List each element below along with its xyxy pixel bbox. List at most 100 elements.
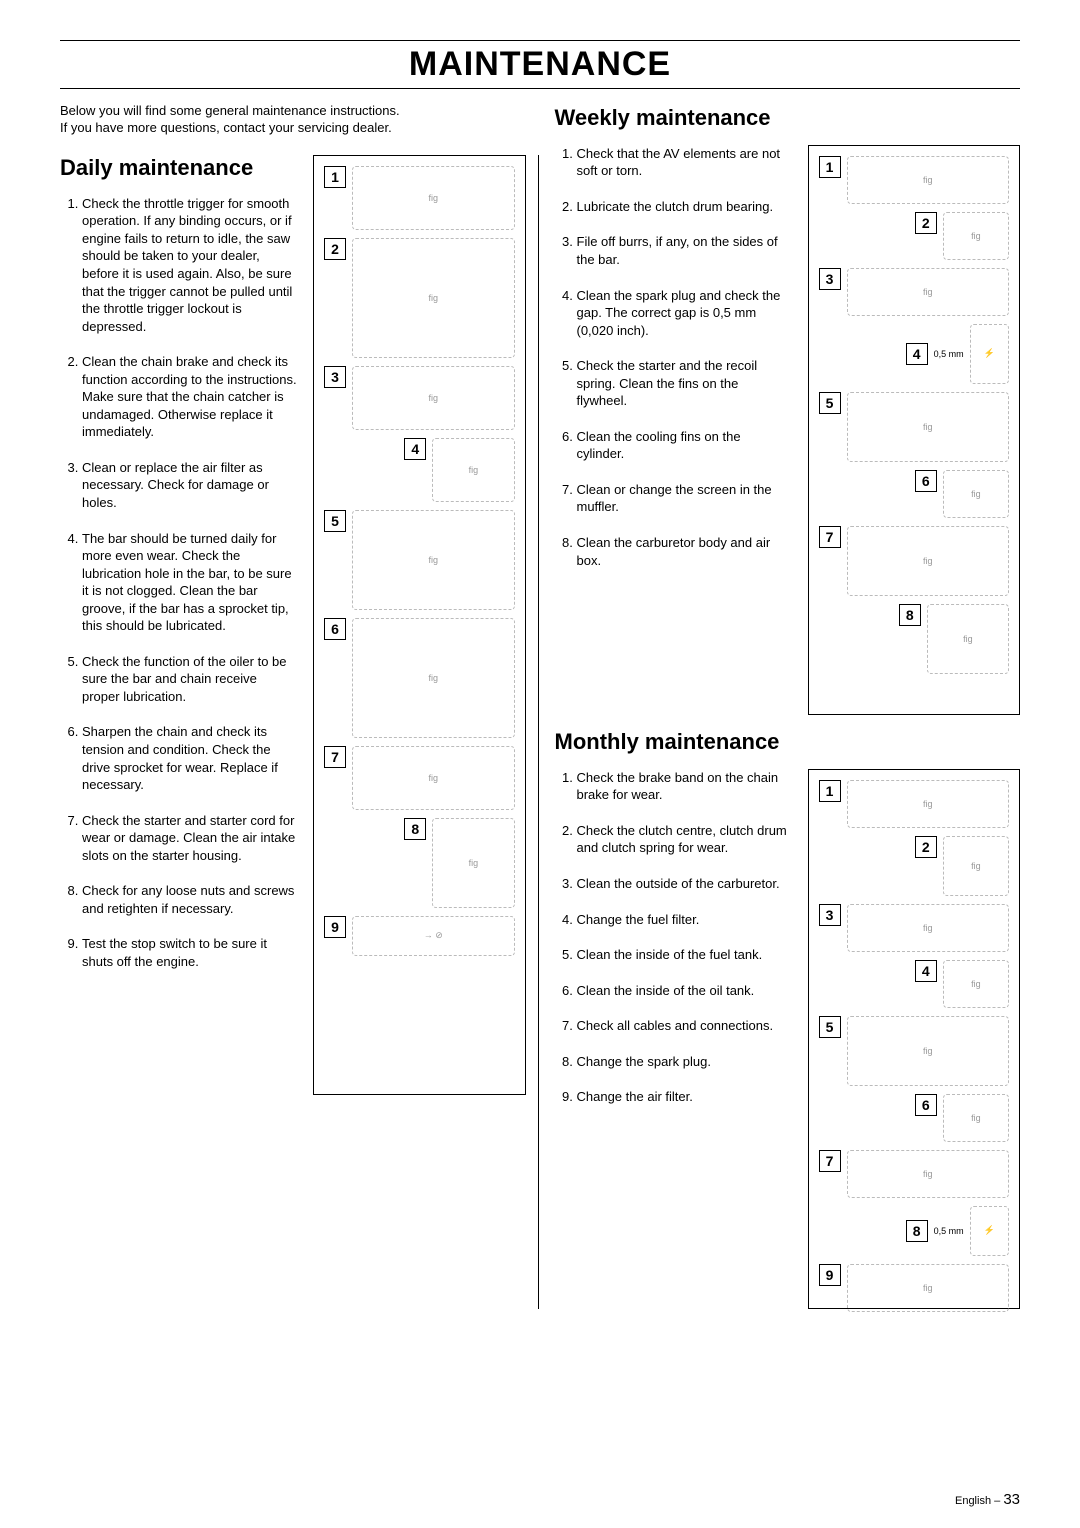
fig-num: 5 [819, 392, 841, 414]
fig-num: 2 [324, 238, 346, 260]
monthly-list: Check the brake band on the chain brake … [555, 769, 798, 1106]
monthly-text: Check the brake band on the chain brake … [555, 769, 798, 1309]
fig-icon: fig [847, 268, 1010, 316]
fig-num: 7 [819, 526, 841, 548]
monthly-figure: 1 fig 2 fig 3 fig 4 fig 5 fig 6 fig 7 fig 8 0,5 … [808, 769, 1021, 1309]
daily-item: Check the throttle trigger for smooth op… [82, 195, 303, 335]
fig-num: 7 [819, 1150, 841, 1172]
monthly-item: Check the clutch centre, clutch drum and… [577, 822, 798, 857]
monthly-item: Clean the inside of the oil tank. [577, 982, 798, 1000]
fig-num: 3 [819, 904, 841, 926]
fig-num: 6 [915, 1094, 937, 1116]
footer-lang: English [955, 1495, 991, 1507]
fig-icon: fig [432, 818, 514, 908]
intro-text: Below you will find some general mainten… [60, 103, 540, 137]
daily-item: Check the starter and starter cord for w… [82, 812, 303, 865]
fig-num: 4 [915, 960, 937, 982]
fig-icon: fig [847, 392, 1010, 462]
fig-icon: fig [943, 960, 1009, 1008]
daily-item: Sharpen the chain and check its tension … [82, 723, 303, 793]
fig-icon: fig [927, 604, 1009, 674]
weekly-section: Weekly maintenance Check that the AV ele… [555, 155, 1021, 715]
fig-num: 8 [404, 818, 426, 840]
fig-icon: → ⊘ [352, 916, 515, 956]
fig-icon: fig [847, 1016, 1010, 1086]
fig-icon: fig [352, 238, 515, 358]
fig-icon: fig [847, 904, 1010, 952]
fig-icon: fig [432, 438, 514, 502]
fig-num: 8 [906, 1220, 928, 1242]
fig-icon: fig [352, 366, 515, 430]
page-footer: English – 33 [955, 1491, 1020, 1508]
right-column: Weekly maintenance Check that the AV ele… [555, 155, 1021, 1309]
monthly-heading: Monthly maintenance [555, 729, 1021, 755]
weekly-item: Clean the spark plug and check the gap. … [577, 287, 798, 340]
monthly-item: Check all cables and connections. [577, 1017, 798, 1035]
weekly-list: Check that the AV elements are not soft … [555, 145, 798, 569]
fig-icon: fig [943, 1094, 1009, 1142]
fig-icon: fig [943, 470, 1009, 518]
fig-icon: fig [352, 510, 515, 610]
fig-icon: fig [352, 618, 515, 738]
fig-num: 9 [324, 916, 346, 938]
fig-num: 8 [899, 604, 921, 626]
daily-item: The bar should be turned daily for more … [82, 530, 303, 635]
monthly-item: Change the fuel filter. [577, 911, 798, 929]
fig-num: 2 [915, 836, 937, 858]
fig-num: 7 [324, 746, 346, 768]
weekly-item: Lubricate the clutch drum bearing. [577, 198, 798, 216]
daily-item: Check the function of the oiler to be su… [82, 653, 303, 706]
daily-text: Daily maintenance Check the throttle tri… [60, 155, 303, 1309]
daily-item: Test the stop switch to be sure it shuts… [82, 935, 303, 970]
fig-num: 1 [819, 780, 841, 802]
weekly-item: Clean or change the screen in the muffle… [577, 481, 798, 516]
daily-figure: 1fig 2fig 3fig 4fig 5fig 6fig 7fig 8fig … [313, 155, 526, 1095]
fig-icon: fig [847, 526, 1010, 596]
monthly-item: Clean the outside of the carburetor. [577, 875, 798, 893]
fig-num: 9 [819, 1264, 841, 1286]
fig-num: 6 [324, 618, 346, 640]
weekly-item: Check that the AV elements are not soft … [577, 145, 798, 180]
fig-icon: ⚡ [970, 1206, 1009, 1256]
fig-icon: fig [847, 156, 1010, 204]
weekly-text: Check that the AV elements are not soft … [555, 145, 798, 715]
fig-num: 5 [819, 1016, 841, 1038]
daily-heading: Daily maintenance [60, 155, 303, 181]
fig-num: 2 [915, 212, 937, 234]
gap-label: 0,5 mm [934, 1226, 964, 1236]
monthly-item: Change the spark plug. [577, 1053, 798, 1071]
daily-item: Clean or replace the air filter as neces… [82, 459, 303, 512]
daily-list: Check the throttle trigger for smooth op… [60, 195, 303, 971]
monthly-item: Check the brake band on the chain brake … [577, 769, 798, 804]
main-columns: Daily maintenance Check the throttle tri… [60, 155, 1020, 1309]
weekly-item: Check the starter and the recoil spring.… [577, 357, 798, 410]
monthly-item: Clean the inside of the fuel tank. [577, 946, 798, 964]
fig-icon: fig [847, 1264, 1010, 1312]
weekly-figure: 1 fig 2 fig 3 fig 4 0,5 mm ⚡ 5 fig 6 fig 7 fig 8… [808, 145, 1021, 715]
fig-num: 4 [906, 343, 928, 365]
fig-icon: fig [943, 836, 1009, 896]
monthly-item: Change the air filter. [577, 1088, 798, 1106]
fig-num: 1 [819, 156, 841, 178]
fig-num: 4 [404, 438, 426, 460]
fig-icon: fig [943, 212, 1009, 260]
fig-icon: fig [352, 746, 515, 810]
fig-num: 1 [324, 166, 346, 188]
fig-num: 6 [915, 470, 937, 492]
daily-item: Clean the chain brake and check its func… [82, 353, 303, 441]
footer-page: 33 [1003, 1491, 1020, 1508]
fig-icon: fig [847, 780, 1010, 828]
daily-column: Daily maintenance Check the throttle tri… [60, 155, 539, 1309]
fig-num: 3 [819, 268, 841, 290]
weekly-item: File off burrs, if any, on the sides of … [577, 233, 798, 268]
gap-label: 0,5 mm [934, 349, 964, 359]
page-title: MAINTENANCE [60, 40, 1020, 89]
intro-line1: Below you will find some general mainten… [60, 103, 540, 120]
fig-icon: fig [352, 166, 515, 230]
fig-icon: fig [847, 1150, 1010, 1198]
daily-item: Check for any loose nuts and screws and … [82, 882, 303, 917]
monthly-section: Monthly maintenance Check the brake band… [555, 729, 1021, 1309]
fig-icon: ⚡ [970, 324, 1009, 384]
weekly-item: Clean the cooling fins on the cylinder. [577, 428, 798, 463]
fig-num: 3 [324, 366, 346, 388]
